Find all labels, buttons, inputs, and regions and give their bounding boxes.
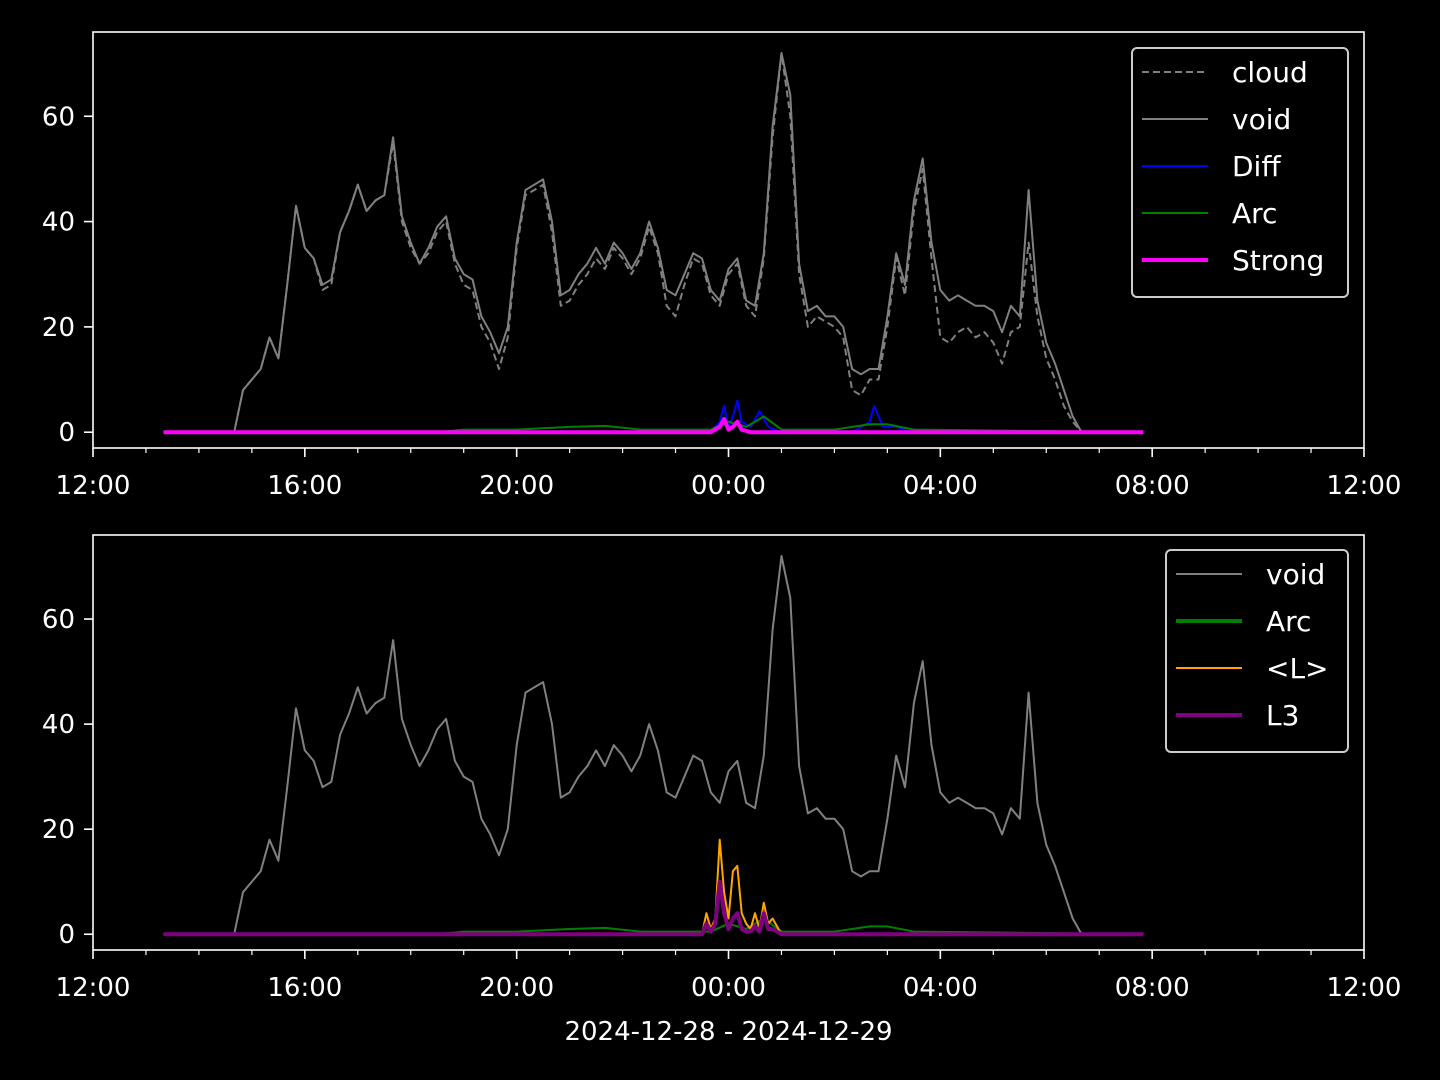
y-tick-label: 40 <box>42 208 75 238</box>
legend-label: <L> <box>1266 652 1329 685</box>
y-tick-label: 0 <box>58 418 75 448</box>
x-tick-label: 04:00 <box>903 471 978 501</box>
legend-box <box>1131 47 1349 298</box>
x-tick-label: 16:00 <box>267 471 342 501</box>
series-line-void <box>163 52 1144 434</box>
y-tick-label: 20 <box>42 815 75 845</box>
y-tick-label: 40 <box>42 710 75 740</box>
legend-label: L3 <box>1266 699 1299 732</box>
x-tick-label: 20:00 <box>479 973 554 1003</box>
x-tick-label: 00:00 <box>691 973 766 1003</box>
legend-label: void <box>1266 558 1325 591</box>
legend-label: Strong <box>1232 244 1324 277</box>
legend: cloud void Diff Arc Strong <box>1131 47 1349 298</box>
x-tick-label: 12:00 <box>1327 471 1402 501</box>
legend-label: Diff <box>1232 150 1281 183</box>
series-line-l3 <box>163 879 1144 937</box>
x-axis-label: 2024-12-28 - 2024-12-29 <box>564 1017 892 1047</box>
y-tick-label: 60 <box>42 102 75 132</box>
x-tick-label: 20:00 <box>479 471 554 501</box>
y-tick-label: 20 <box>42 313 75 343</box>
series-group <box>163 52 1144 435</box>
series-line-strong <box>163 417 1144 435</box>
x-tick-label: 04:00 <box>903 973 978 1003</box>
series-line-arc <box>163 415 1144 434</box>
series-line-diff <box>163 399 1144 434</box>
legend-label: void <box>1232 103 1291 136</box>
x-tick-label: 12:00 <box>56 973 131 1003</box>
legend: void Arc <L> L3 <box>1165 549 1349 753</box>
legend-box <box>1165 549 1349 753</box>
bottom-plot-panel: 0 20 40 60 12:00 16:00 20:00 00:00 04:00 08:00 12:… <box>42 534 1402 1047</box>
top-plot-panel: 0 20 40 60 12:00 16:00 20:00 00:00 04:00 08:00 12:… <box>42 31 1402 501</box>
legend-label: Arc <box>1232 197 1277 230</box>
x-tick-label: 08:00 <box>1115 973 1190 1003</box>
x-tick-label: 12:00 <box>56 471 131 501</box>
x-tick-label: 08:00 <box>1115 471 1190 501</box>
x-tick-label: 00:00 <box>691 471 766 501</box>
y-tick-label: 0 <box>58 920 75 950</box>
legend-label: Arc <box>1266 605 1311 638</box>
legend-label: cloud <box>1232 56 1308 89</box>
x-tick-label: 16:00 <box>267 973 342 1003</box>
series-group <box>163 555 1144 937</box>
y-tick-label: 60 <box>42 605 75 635</box>
x-tick-label: 12:00 <box>1327 973 1402 1003</box>
series-line-void <box>163 555 1144 936</box>
